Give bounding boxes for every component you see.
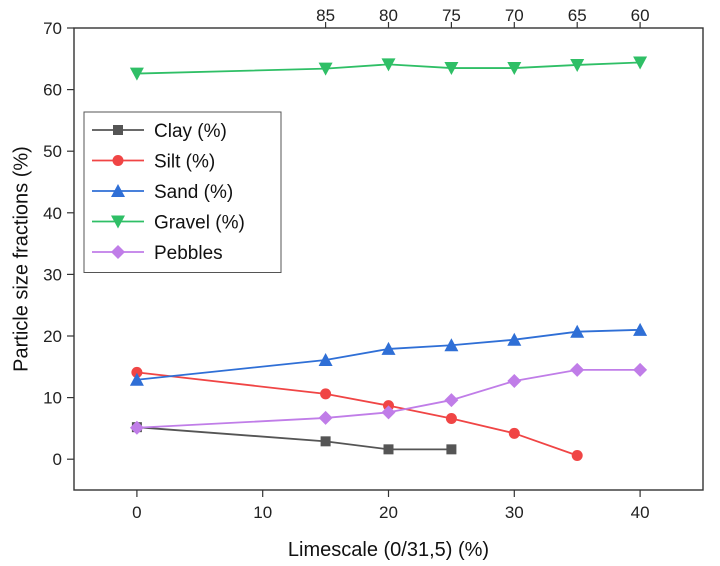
data-point	[508, 427, 520, 439]
data-point	[633, 362, 648, 377]
data-point	[507, 62, 522, 76]
data-point	[381, 405, 396, 420]
data-point	[570, 362, 585, 377]
y-tick-label: 60	[43, 81, 62, 100]
data-point	[131, 366, 143, 378]
data-point	[507, 373, 522, 388]
data-point	[320, 388, 332, 400]
legend-marker	[113, 125, 123, 135]
y-tick-label: 10	[43, 389, 62, 408]
top-tick-label: 85	[316, 6, 335, 25]
legend-item: Silt (%)	[92, 152, 215, 173]
series-line	[136, 371, 578, 457]
data-point	[571, 450, 583, 462]
series-layer	[129, 56, 648, 462]
data-point	[444, 338, 459, 352]
data-point	[129, 420, 144, 435]
x-tick-label: 0	[132, 503, 141, 522]
top-tick-label: 60	[631, 6, 650, 25]
x-tick-label: 10	[253, 503, 272, 522]
data-point	[320, 436, 331, 447]
series-line	[136, 426, 452, 451]
legend-marker	[112, 155, 124, 166]
series-4	[129, 362, 648, 435]
legend-label: Clay (%)	[154, 121, 227, 142]
series-3	[129, 56, 648, 81]
legend-label: Gravel (%)	[154, 213, 245, 234]
legend-marker	[111, 215, 125, 229]
data-point	[381, 58, 396, 72]
legend-label: Silt (%)	[154, 152, 215, 173]
data-point	[444, 393, 459, 408]
data-point	[570, 324, 585, 338]
y-tick-label: 40	[43, 204, 62, 223]
y-tick-label: 20	[43, 327, 62, 346]
axis-ticks: 0 10 20 30 40 0 10 20 30 40 50 60 70 85 80 75 70 65 60	[43, 6, 649, 522]
data-point	[381, 341, 396, 355]
data-point	[507, 332, 522, 346]
top-tick-label: 65	[568, 6, 587, 25]
legend-marker	[111, 184, 125, 197]
data-point	[633, 322, 648, 336]
legend-marker	[111, 245, 125, 259]
data-point	[383, 444, 394, 455]
series-2	[129, 322, 648, 386]
x-axis-label: Limescale (0/31,5) (%)	[288, 539, 489, 561]
y-tick-label: 70	[43, 19, 62, 38]
data-point	[446, 444, 457, 455]
y-tick-label: 30	[43, 265, 62, 284]
top-tick-label: 75	[442, 6, 461, 25]
y-axis-label: Particle size fractions (%)	[10, 146, 32, 372]
legend-item: Clay (%)	[92, 121, 227, 142]
x-tick-label: 40	[631, 503, 650, 522]
legend-item: Sand (%)	[92, 182, 233, 203]
data-point	[633, 56, 648, 70]
y-tick-label: 0	[53, 450, 62, 469]
data-point	[444, 62, 459, 76]
series-0	[131, 422, 457, 455]
x-tick-label: 20	[379, 503, 398, 522]
legend-item: Gravel (%)	[92, 213, 245, 234]
x-tick-label: 30	[505, 503, 524, 522]
legend: Clay (%) Silt (%) Sand (%) Gravel (%) Pebble…	[83, 111, 282, 273]
top-tick-label: 80	[379, 6, 398, 25]
data-point	[445, 413, 457, 425]
y-tick-label: 50	[43, 142, 62, 161]
legend-item: Pebbles	[92, 243, 223, 264]
top-tick-label: 70	[505, 6, 524, 25]
data-point	[318, 62, 333, 76]
legend-label: Sand (%)	[154, 182, 233, 203]
legend-label: Pebbles	[154, 243, 223, 264]
data-point	[318, 410, 333, 425]
data-point	[570, 58, 585, 72]
data-point	[129, 67, 144, 81]
data-point	[129, 372, 144, 386]
data-point	[318, 353, 333, 367]
